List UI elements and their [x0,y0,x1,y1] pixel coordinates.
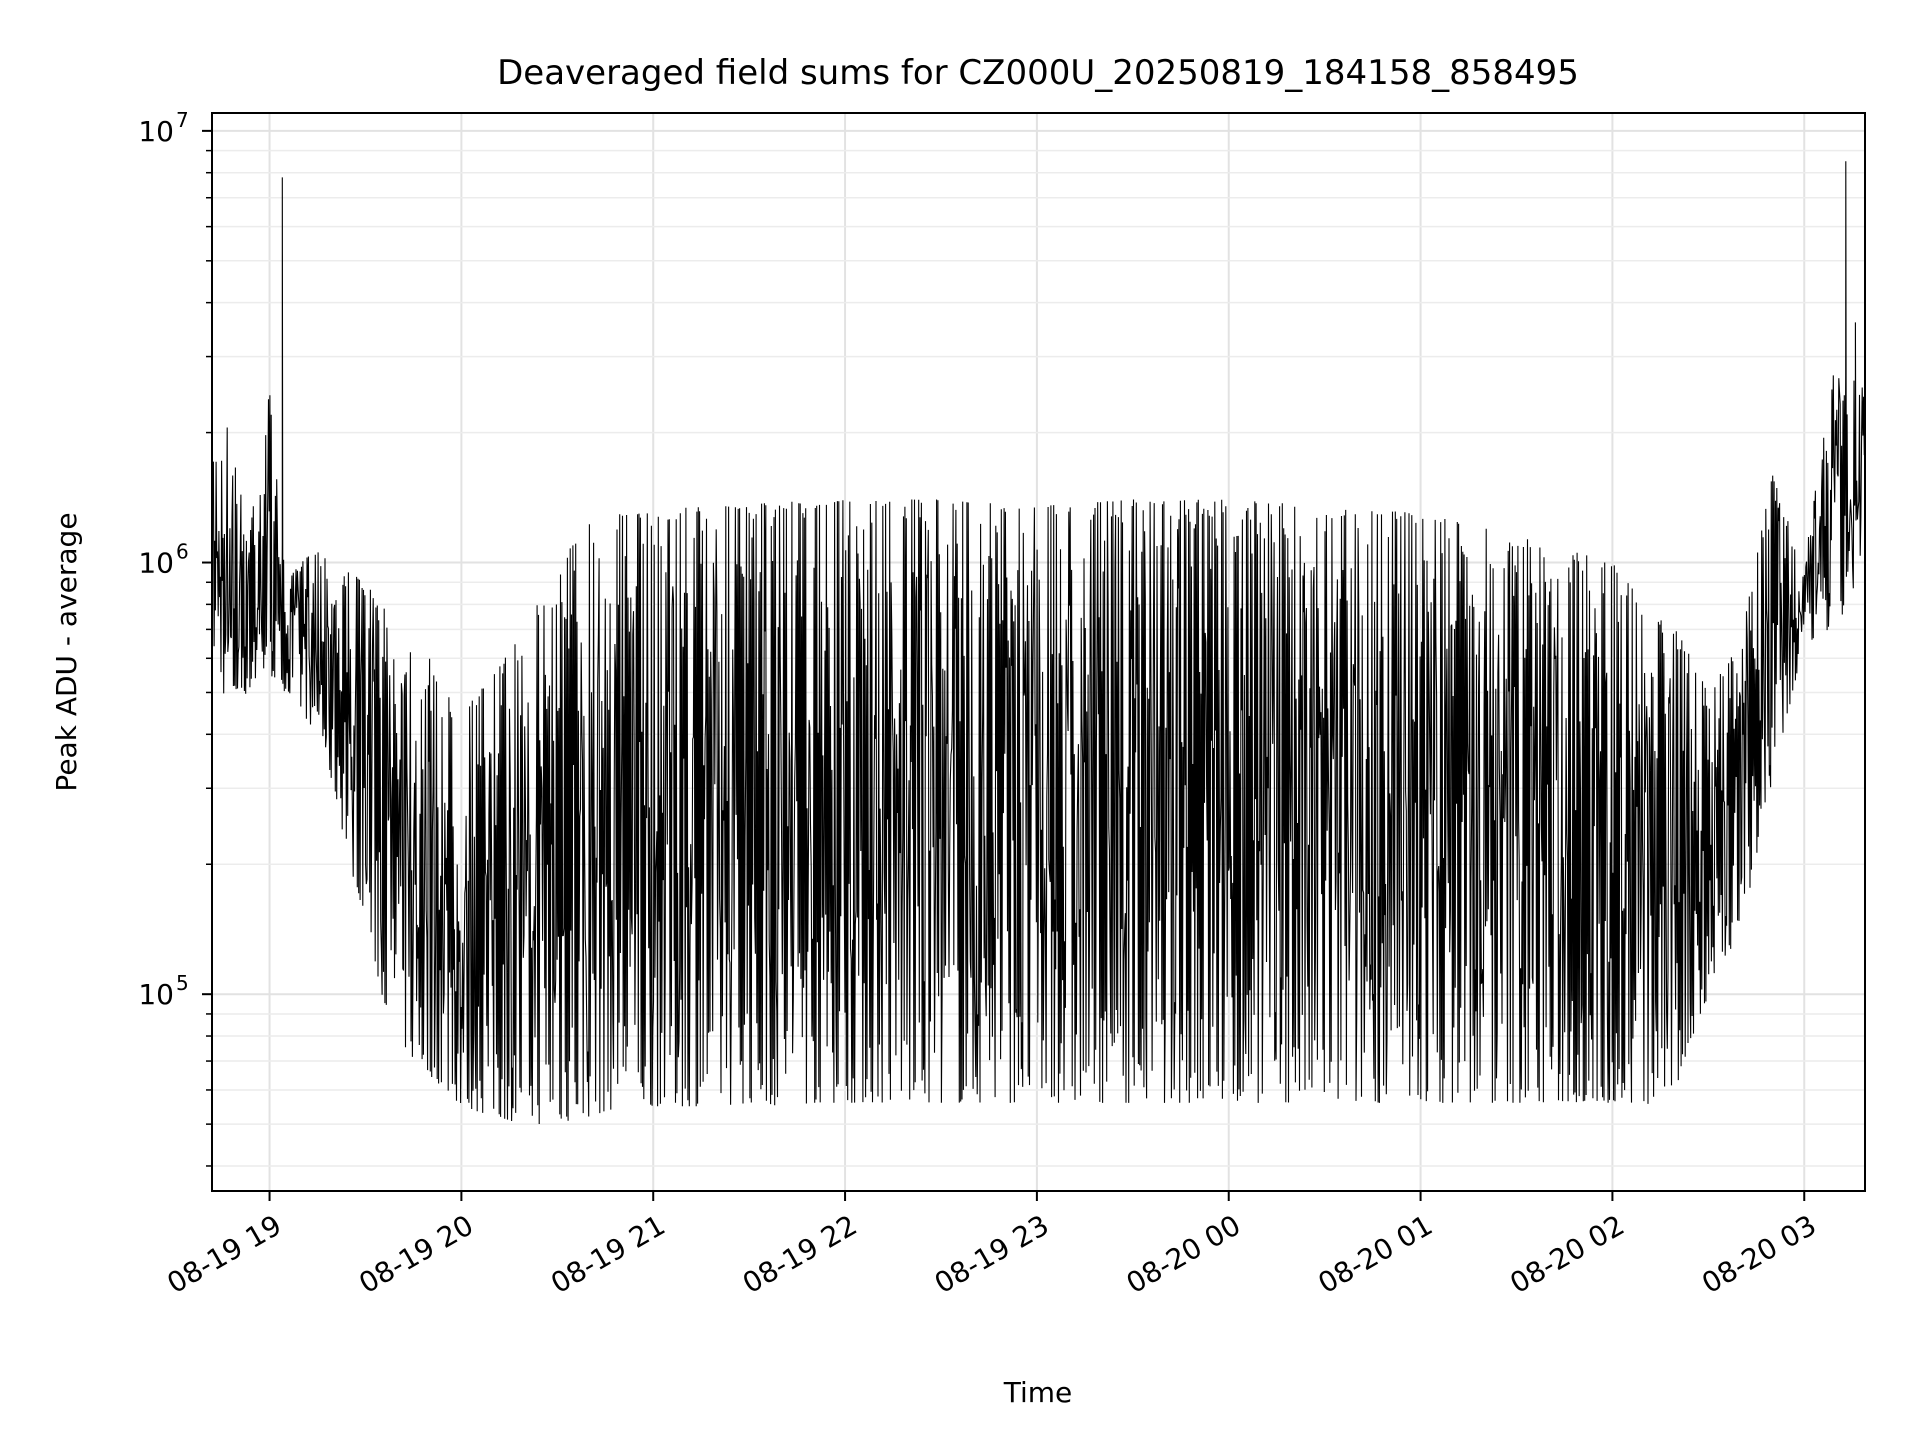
y-tick-label: 10 [138,115,174,148]
y-tick-exponent: 7 [176,108,189,132]
plot-frame [211,112,1866,1192]
y-tick-base: 10 [138,115,174,148]
x-axis-label: Time [1003,1376,1073,1409]
y-tick-base: 10 [138,547,174,580]
y-tick-label: 10 [138,978,174,1011]
y-axis-label: Peak ADU - average [50,512,83,791]
y-tick-base: 10 [138,978,174,1011]
y-tick-exponent: 6 [176,540,189,564]
data-series [211,161,1866,1125]
y-tick-exponent: 5 [176,971,189,995]
y-tick-label: 10 [138,547,174,580]
chart-title: Deaveraged field sums for CZ000U_2025081… [497,53,1579,93]
series-line [211,161,1866,1125]
